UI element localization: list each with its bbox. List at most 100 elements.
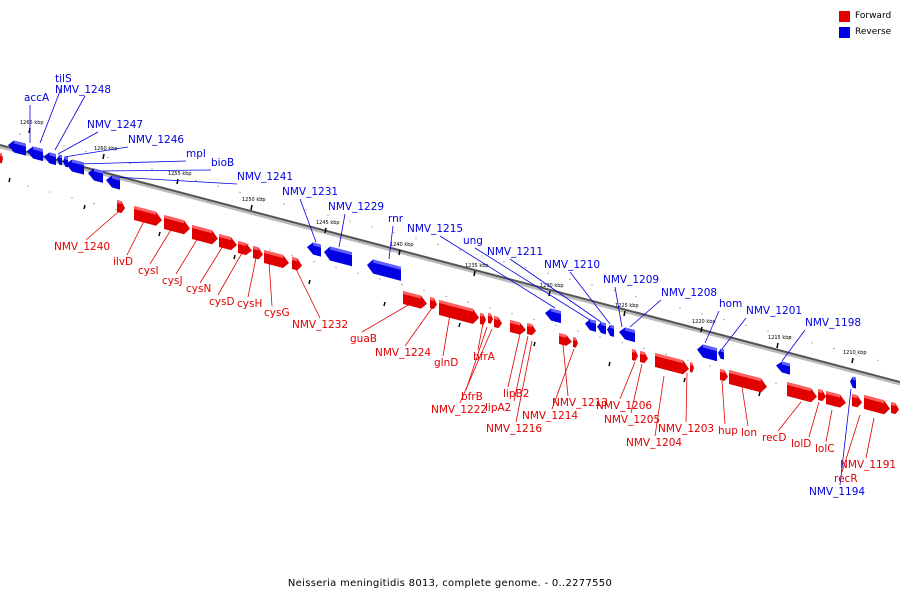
gene-edge: [729, 370, 761, 382]
tick-mark: [308, 279, 311, 285]
gene-edge: [430, 297, 434, 302]
reverse-gene: [585, 319, 596, 332]
gene-edge: [488, 313, 491, 317]
dot-mark: [283, 203, 285, 205]
reverse-gene: [57, 154, 62, 166]
reverse-gene: [776, 361, 790, 375]
tick-mark: [158, 231, 161, 237]
gene-body: [164, 215, 190, 235]
gene-edge: [787, 382, 811, 392]
dot-mark: [613, 290, 615, 292]
leader-line: [551, 348, 575, 410]
dot-mark: [525, 266, 527, 269]
forward-gene: [480, 313, 486, 325]
gene-edge: [782, 361, 790, 367]
dot-mark: [679, 307, 681, 309]
tick-label: 1250 kbp: [242, 197, 266, 203]
leader-line: [217, 252, 243, 296]
gene-label: NMV_1210: [544, 259, 600, 271]
leader-line: [614, 286, 623, 328]
gene-label: NMV_1205: [604, 414, 660, 426]
gene-label: NMV_1224: [375, 347, 431, 359]
leader-line: [474, 247, 591, 321]
reverse-gene: [88, 168, 103, 183]
tick-mark: [700, 326, 703, 333]
leader-line: [442, 313, 451, 357]
forward-gene: [192, 225, 218, 245]
gene-label: NMV_1213: [552, 397, 608, 409]
gene-edge: [852, 376, 856, 381]
gene-label: bfrA: [473, 351, 496, 363]
dot-mark: [701, 313, 703, 315]
tick-mark: [776, 342, 779, 349]
gene-edge: [655, 353, 683, 364]
dot-mark: [555, 324, 557, 326]
gene-label: cysD: [209, 296, 235, 308]
dot-mark: [313, 260, 315, 263]
dot-mark: [745, 324, 747, 327]
tick-label: 1240 kbp: [390, 242, 414, 248]
forward-gene: [439, 300, 479, 324]
leader-line: [841, 414, 861, 473]
leader-line: [85, 211, 119, 241]
forward-gene: [690, 362, 694, 373]
tick-mark: [8, 177, 11, 183]
dot-mark: [533, 318, 535, 321]
dot-mark: [877, 359, 879, 361]
leader-line: [126, 218, 146, 256]
leader-line: [685, 372, 688, 423]
leader-line: [175, 237, 199, 275]
gene-label: NMV_1241: [237, 171, 293, 183]
gene-label: bioB: [211, 157, 234, 169]
dot-mark: [305, 208, 307, 211]
reverse-gene: [718, 348, 724, 360]
gene-label: NMV_1232: [292, 319, 348, 331]
dot-mark: [569, 278, 571, 280]
leader-line: [113, 176, 238, 185]
reverse-gene: [63, 156, 68, 168]
leader-line: [361, 303, 411, 333]
gene-edge: [0, 153, 2, 157]
dot-mark: [247, 243, 249, 245]
forward-gene: [264, 250, 289, 268]
gene-edge: [625, 327, 635, 334]
gene-edge: [551, 308, 561, 315]
dot-mark: [261, 197, 263, 199]
gene-label: accA: [24, 92, 50, 104]
tick-label: 1255 kbp: [168, 171, 192, 177]
tick-marks: 1265 kbp 1260 kbp 1255 kbp 1250 kbp 1245 kbp…: [8, 120, 887, 413]
reverse-gene: [597, 322, 606, 335]
dot-mark: [643, 347, 645, 350]
forward-gene: [655, 353, 689, 375]
leader-line: [777, 401, 802, 432]
dot-mark: [423, 289, 425, 292]
gene-label: cysN: [186, 283, 211, 295]
forward-gene: [787, 382, 817, 403]
leader-line: [839, 388, 852, 486]
forward-gene: [0, 153, 3, 164]
gene-edge: [192, 225, 212, 234]
dot-mark: [591, 284, 593, 286]
dot-mark: [291, 255, 293, 257]
gene-label: NMV_1231: [282, 186, 338, 198]
gene-label: glnD: [434, 357, 458, 369]
tick-mark: [758, 391, 761, 397]
gene-label: NMV_1209: [603, 274, 659, 286]
leader-line: [63, 146, 129, 158]
dot-mark: [19, 133, 21, 135]
forward-gene: [164, 215, 190, 235]
gene-edge: [589, 319, 596, 324]
leader-line: [562, 344, 569, 397]
leader-lines: [29, 85, 875, 486]
gene-label: mpl: [186, 148, 206, 160]
reverse-gene: [545, 308, 561, 324]
forward-gene: [430, 297, 437, 310]
gene-edge: [632, 349, 636, 353]
dot-mark: [833, 348, 835, 350]
leader-line: [465, 326, 488, 391]
gene-label: NMV_1216: [486, 423, 542, 435]
dot-mark: [239, 191, 241, 193]
dot-mark: [27, 185, 29, 187]
dot-mark: [709, 365, 711, 367]
gene-label: lipA2: [485, 402, 511, 414]
